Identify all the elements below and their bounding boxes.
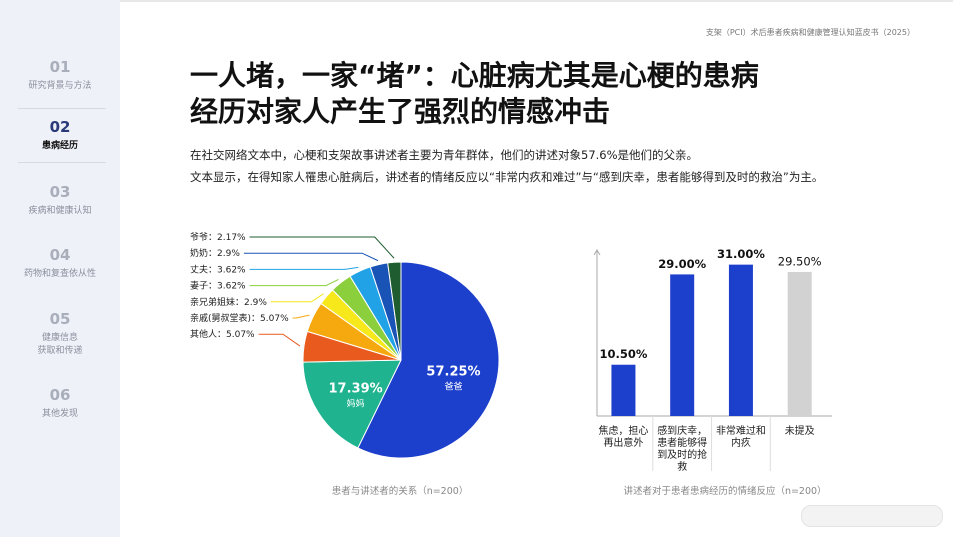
slice-value-label: 17.39% (329, 382, 383, 397)
slice-name: 丈夫： (190, 263, 217, 275)
nav-label: 疾病和健康认知 (0, 205, 120, 218)
x-tick-label: 焦虑，担心再出意外 (598, 426, 649, 449)
slice-value-label: 3.62% (217, 281, 246, 291)
x-tick-label: 非常难过和内疚 (715, 426, 766, 449)
paragraph: 在社交网络文本中，心梗和支架故事讲述者主要为青年群体，他们的讲述对象57.6%是… (190, 148, 699, 162)
nav-number: 01 (49, 58, 71, 76)
chart-caption: 患者与讲述者的关系（n=200） (331, 486, 469, 497)
leader-line (243, 252, 379, 262)
slice-name: 爷爷： (190, 231, 217, 243)
nav-label-line: 疾病和健康认知 (28, 206, 92, 216)
nav-item: 06 其他发现 (0, 386, 120, 421)
nav-label-line: 研究背景与方法 (28, 81, 92, 91)
leader-line (270, 293, 324, 303)
slice-name: 妻子： (190, 279, 217, 291)
nav-number: 03 (49, 183, 71, 201)
title-line: 一人堵，一家“堵”：心脏病尤其是心梗的患病 (190, 59, 759, 92)
slice-label: 亲戚(舅叔堂表)：5.07% (190, 312, 289, 324)
bar (728, 264, 753, 416)
title: 一人堵，一家“堵”：心脏病尤其是心梗的患病 经历对家人产生了强烈的情感冲击 (190, 58, 759, 130)
sidebar: 01 研究背景与方法 02 患病经历 03 疾病和健康认知 04 药物和复查依从性 05 健康信息… (0, 0, 120, 537)
slice-label: 其他人：5.07% (190, 328, 255, 340)
header: 支架（PCI）术后患者疾病和健康管理认知蓝皮书（2025） (705, 28, 915, 37)
slice-value-label: 2.17% (217, 233, 246, 243)
leader-line (249, 236, 395, 259)
nav-item: 03 疾病和健康认知 (0, 183, 120, 218)
slice-value-label: 3.62% (217, 265, 246, 275)
nav-label-line: 患病经历 (41, 141, 78, 151)
nav-item: 01 研究背景与方法 (0, 58, 120, 93)
separator (18, 162, 106, 163)
pie-slice (357, 261, 500, 459)
slice-label: 丈夫：3.62% (190, 263, 246, 275)
nav-label-line: 获取和传递 (37, 346, 83, 356)
slice-label: 妻子：3.62% (190, 279, 246, 291)
bar (611, 364, 636, 416)
slice-label: 亲兄弟姐妹：2.9% (190, 295, 267, 307)
nav-label: 患病经历 (0, 140, 120, 153)
slice-name: 亲戚(舅叔堂表)： (190, 312, 260, 324)
x-tick-label: 未提及 (784, 426, 815, 437)
pie-slice (387, 261, 402, 361)
slice-name: 妈妈 (347, 398, 365, 410)
bar (787, 271, 812, 416)
top-border (120, 0, 953, 2)
slice-value-label: 5.07% (226, 330, 255, 340)
nav-number: 02 (49, 118, 71, 136)
leader-line (292, 314, 310, 319)
x-tick-label: 感到庆幸，患者能够得到及时的抢救 (657, 426, 708, 473)
title-line: 经历对家人产生了强烈的情感冲击 (190, 95, 611, 128)
nav-item: 02 患病经历 (0, 118, 120, 153)
bar-value-label: 29.00% (658, 257, 706, 271)
slice-value-label: 2.9% (244, 297, 267, 307)
slice-name: 奶奶： (190, 247, 217, 259)
slice-value-label: 2.9% (217, 249, 240, 259)
slice-name: 爸爸 (444, 381, 462, 393)
slice-label: 奶奶：2.9% (190, 247, 240, 259)
nav-label-line: 药物和复查依从性 (23, 269, 96, 279)
nav-number: 05 (49, 310, 71, 328)
nav-label: 健康信息 获取和传递 (0, 332, 120, 358)
slice-label: 爷爷：2.17% (190, 231, 246, 243)
slice-value-label: 57.25% (426, 365, 480, 380)
toolbar (801, 505, 943, 527)
nav-label-line: 其他发现 (41, 409, 78, 419)
nav-label: 药物和复查依从性 (0, 268, 120, 281)
pie-slice (302, 359, 402, 449)
nav-label: 研究背景与方法 (0, 80, 120, 93)
leader-line (249, 278, 339, 287)
leader-line (249, 266, 359, 270)
nav-label-line: 健康信息 (41, 333, 78, 343)
nav-label: 其他发现 (0, 408, 120, 421)
bar (670, 274, 695, 416)
slice-value-label: 5.07% (260, 314, 289, 324)
bar-value-label: 10.50% (599, 347, 647, 361)
bar-value-label: 31.00% (717, 247, 765, 261)
separator (18, 108, 106, 109)
nav-item: 05 健康信息获取和传递 (0, 310, 120, 358)
slice-name: 亲兄弟姐妹： (190, 295, 244, 307)
nav-number: 06 (49, 386, 71, 404)
nav-number: 04 (49, 246, 71, 264)
chart-caption: 讲述者对于患者患病经历的情绪反应（n=200） (623, 486, 827, 497)
paragraph: 文本显示，在得知家人罹患心脏病后，讲述者的情绪反应以“非常内疚和难过”与“感到庆… (190, 170, 824, 184)
nav-item: 04 药物和复查依从性 (0, 246, 120, 281)
slice-name: 其他人： (190, 328, 226, 340)
leader-line (258, 333, 301, 347)
axis-arrow (593, 249, 601, 256)
bar-value-label: 29.50% (778, 254, 822, 268)
